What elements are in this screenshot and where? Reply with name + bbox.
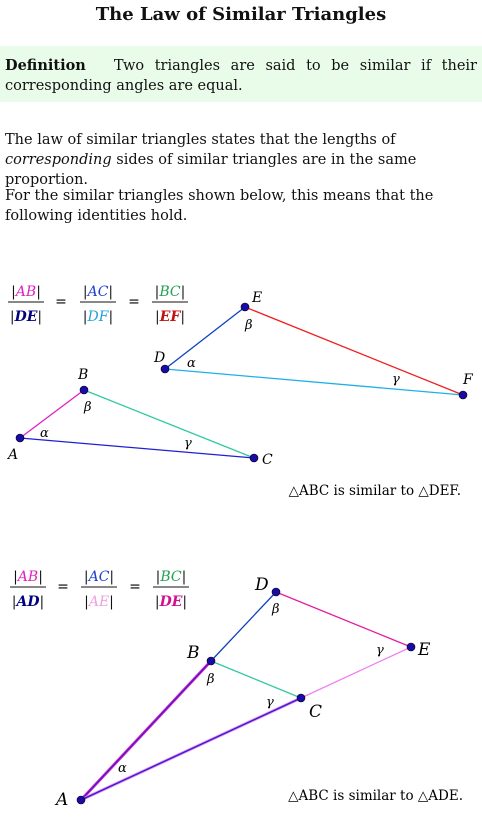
- angle-gamma-label-2: γ: [376, 643, 384, 658]
- vertex-B-label: B: [77, 367, 88, 383]
- side-BD: [210, 591, 277, 662]
- side-AC: [19, 437, 255, 459]
- angle-alpha-label: α: [40, 426, 49, 441]
- equals-sign: =: [129, 579, 141, 595]
- angle-beta-label: β: [206, 672, 215, 687]
- angle-alpha-label: α: [187, 356, 196, 371]
- ratio-numerator: |AB|: [13, 569, 43, 585]
- paragraph-law-emphasis: corresponding: [5, 152, 112, 168]
- vertex-C-dot: [249, 453, 259, 463]
- paragraph-identities: For the similar triangles shown below, t…: [5, 188, 434, 224]
- vertex-A-label: A: [6, 447, 18, 463]
- vertex-C-label: C: [309, 702, 322, 722]
- vertex-E-label: E: [417, 640, 431, 660]
- figure1-ratio-2: |AC| |DF|: [80, 284, 116, 325]
- definition-text: Definition Two triangles are said to be s…: [5, 56, 477, 96]
- side-AC: [80, 697, 302, 801]
- angle-beta-label: β: [83, 400, 92, 415]
- angle-beta-label-2: β: [271, 602, 280, 617]
- side-AB: [19, 389, 85, 439]
- figure2-ratio-3: |BC| |DE|: [153, 569, 189, 610]
- vertex-B-dot: [206, 656, 216, 666]
- triangle-DEF: D E F α β γ: [153, 290, 474, 400]
- vertex-D-dot: [160, 364, 170, 374]
- definition-body: Two triangles are said to be similar if …: [5, 58, 477, 94]
- side-DF: [164, 368, 464, 396]
- paragraph-law-text-2: sides of similar triangles are in the sa…: [5, 152, 417, 188]
- ratio-denominator: |AE|: [84, 594, 114, 610]
- triangle-ABC: A B C α β γ: [6, 367, 273, 468]
- paragraph-law: The law of similar triangles states that…: [5, 130, 479, 190]
- angle-beta-label: β: [244, 318, 253, 333]
- angle-alpha-label: α: [118, 761, 127, 776]
- vertex-F-label: F: [462, 372, 474, 388]
- figure1-ratio-1: |AB| |DE|: [8, 284, 44, 325]
- ratio-numerator: |AB|: [11, 284, 41, 300]
- vertex-A-label: A: [54, 790, 68, 810]
- vertex-C-dot: [296, 693, 306, 703]
- angle-gamma-label: γ: [392, 372, 400, 387]
- vertex-E-label: E: [251, 290, 262, 306]
- ratio-numerator: |AC|: [83, 284, 113, 300]
- vertex-B-label: B: [186, 643, 200, 663]
- equals-sign: =: [57, 579, 69, 595]
- ratio-numerator: |BC|: [156, 569, 187, 585]
- vertex-B-dot: [79, 385, 89, 395]
- figure1-equation: |AB| |DE| = |AC| |DF| = |BC| |EF|: [8, 284, 188, 325]
- side-BC: [83, 389, 255, 459]
- figure1-caption: △ABC is similar to △DEF.: [289, 483, 461, 499]
- definition-box: Definition Two triangles are said to be s…: [0, 46, 482, 102]
- ratio-denominator: |AD|: [12, 594, 44, 610]
- angle-gamma-label: γ: [184, 436, 192, 451]
- figure2-caption: △ABC is similar to △ADE.: [288, 788, 463, 804]
- ratio-denominator: |DE|: [10, 309, 42, 325]
- figure1-ratio-3: |BC| |EF|: [152, 284, 188, 325]
- vertex-D-label: D: [153, 350, 165, 366]
- side-EF: [244, 306, 464, 396]
- vertex-D-dot: [271, 587, 281, 597]
- side-DE: [275, 591, 412, 648]
- page-title: The Law of Similar Triangles: [95, 4, 387, 25]
- definition-keyword: Definition: [5, 57, 86, 74]
- vertex-D-label: D: [254, 575, 269, 595]
- paragraph-law-text-1: The law of similar triangles states that…: [5, 132, 396, 148]
- equals-sign: =: [55, 294, 67, 310]
- angle-gamma-label: γ: [266, 695, 274, 710]
- vertex-C-label: C: [262, 452, 273, 468]
- ratio-denominator: |DF|: [83, 309, 113, 325]
- ratio-denominator: |EF|: [155, 309, 185, 325]
- equals-sign: =: [128, 294, 140, 310]
- triangles-ABC-ADE: A B C D E α β β γ γ: [54, 575, 431, 810]
- vertex-F-dot: [458, 390, 468, 400]
- side-CE: [300, 646, 412, 699]
- ratio-numerator: |BC|: [155, 284, 186, 300]
- figure2-equation: |AB| |AD| = |AC| |AE| = |BC| |DE|: [10, 569, 189, 610]
- side-DE: [164, 306, 246, 370]
- ratio-denominator: |DE|: [155, 594, 187, 610]
- vertex-A-dot: [76, 795, 86, 805]
- figure2-ratio-2: |AC| |AE|: [81, 569, 117, 610]
- figure2-ratio-1: |AB| |AD|: [10, 569, 46, 610]
- ratio-numerator: |AC|: [84, 569, 114, 585]
- vertex-E-dot: [406, 642, 416, 652]
- side-BC: [210, 660, 302, 699]
- vertex-E-dot: [240, 302, 250, 312]
- side-AB-inner: [80, 660, 212, 801]
- vertex-A-dot: [15, 433, 25, 443]
